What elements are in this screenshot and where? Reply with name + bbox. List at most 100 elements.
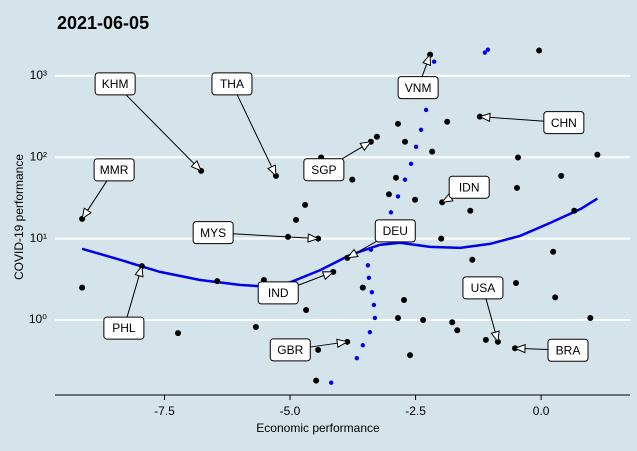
y-tick-label: 10¹ bbox=[30, 231, 47, 245]
country-point bbox=[482, 336, 489, 343]
fit-dot bbox=[402, 177, 408, 182]
fit-dot bbox=[367, 329, 373, 335]
country-point bbox=[359, 284, 366, 291]
chart-title: 2021-06-05 bbox=[57, 13, 149, 33]
x-tick-label: -2.5 bbox=[405, 404, 426, 418]
annotation-box bbox=[374, 219, 416, 243]
x-tick-label: -7.5 bbox=[154, 404, 175, 418]
arrow-head bbox=[321, 271, 335, 281]
annotation-arrow bbox=[231, 83, 277, 177]
arrow-head bbox=[422, 53, 431, 67]
country-point bbox=[467, 207, 474, 214]
annotation-label: MYS bbox=[200, 226, 226, 240]
arrow-head bbox=[513, 343, 526, 354]
annotation-label: GBR bbox=[277, 343, 303, 357]
annotation-label: IND bbox=[268, 286, 289, 300]
country-point bbox=[444, 118, 451, 125]
arrow-head bbox=[346, 248, 359, 259]
country-point bbox=[412, 196, 419, 203]
fit-dot bbox=[368, 247, 374, 252]
x-axis-label: Economic performance bbox=[256, 421, 380, 435]
x-tick-label: -5.0 bbox=[280, 404, 301, 418]
annotation-label: VNM bbox=[405, 81, 432, 95]
annotation-box bbox=[462, 276, 504, 300]
annotation-label: DEU bbox=[383, 224, 408, 238]
fit-dot bbox=[329, 380, 334, 385]
country-point bbox=[394, 120, 401, 127]
country-point bbox=[394, 314, 401, 321]
fit-dot bbox=[371, 302, 377, 308]
fit-dot bbox=[369, 289, 375, 295]
fit-dot bbox=[354, 355, 360, 361]
annotation-label: SGP bbox=[311, 163, 336, 177]
fit-dot bbox=[372, 315, 378, 321]
country-point bbox=[550, 248, 557, 255]
fit-dot bbox=[482, 50, 488, 55]
annotation-box bbox=[257, 281, 299, 305]
country-point bbox=[214, 278, 221, 285]
annotation-label: THA bbox=[220, 77, 244, 91]
annotation-box bbox=[93, 158, 135, 182]
fit-dot bbox=[413, 144, 419, 150]
country-point bbox=[385, 191, 392, 198]
country-point bbox=[252, 324, 259, 331]
y-axis-label: COVID-19 performance bbox=[12, 154, 26, 280]
country-point bbox=[313, 377, 320, 384]
annotation-box bbox=[547, 338, 589, 362]
country-point bbox=[594, 151, 601, 158]
fit-dot bbox=[360, 343, 366, 348]
annotation-label: BRA bbox=[556, 343, 581, 357]
annotation-label: USA bbox=[471, 281, 496, 295]
y-tick-label: 10⁰ bbox=[29, 312, 47, 326]
arrow-head bbox=[267, 164, 277, 178]
annotation-label: MMR bbox=[100, 163, 129, 177]
fit-dot bbox=[395, 194, 401, 199]
annotation-label: PHL bbox=[112, 321, 136, 335]
fit-dot bbox=[366, 275, 372, 281]
x-tick-label: 0.0 bbox=[533, 404, 550, 418]
country-point bbox=[401, 297, 408, 304]
country-point bbox=[514, 184, 521, 191]
annotation-label: KHM bbox=[102, 77, 129, 91]
annotation-box bbox=[543, 111, 585, 135]
country-point bbox=[558, 172, 565, 179]
annotation-box bbox=[448, 175, 490, 199]
annotation-box bbox=[192, 221, 234, 245]
arrow-head bbox=[307, 233, 320, 243]
trend-line bbox=[81, 197, 599, 288]
country-point bbox=[420, 317, 427, 324]
arrow-head bbox=[490, 330, 500, 344]
annotation-box bbox=[94, 72, 136, 96]
country-point bbox=[449, 319, 456, 326]
annotation-box bbox=[303, 158, 345, 182]
annotation-box bbox=[211, 72, 253, 96]
country-point bbox=[469, 256, 476, 263]
fit-dot bbox=[431, 59, 437, 64]
country-point bbox=[302, 201, 309, 208]
arrow-head bbox=[359, 141, 373, 152]
country-point bbox=[293, 216, 300, 223]
country-point bbox=[536, 47, 543, 54]
country-point bbox=[454, 327, 461, 334]
country-point bbox=[402, 138, 409, 145]
country-point bbox=[349, 176, 356, 183]
country-point bbox=[79, 284, 86, 291]
country-point bbox=[407, 352, 414, 359]
fit-dot bbox=[365, 263, 371, 268]
fit-dot bbox=[418, 127, 424, 132]
annotation-arrow bbox=[114, 83, 202, 172]
country-point bbox=[315, 346, 322, 353]
arrow-head bbox=[190, 160, 203, 172]
country-point bbox=[587, 314, 594, 321]
annotation-label: CHN bbox=[551, 116, 577, 130]
country-point bbox=[438, 235, 445, 242]
y-tick-label: 10³ bbox=[30, 68, 47, 82]
country-point bbox=[429, 148, 436, 155]
country-point bbox=[513, 279, 520, 286]
fit-dot bbox=[423, 107, 429, 113]
country-point bbox=[175, 330, 182, 337]
arrow-head bbox=[336, 338, 349, 348]
country-point bbox=[303, 306, 310, 313]
fit-dot bbox=[388, 210, 394, 215]
